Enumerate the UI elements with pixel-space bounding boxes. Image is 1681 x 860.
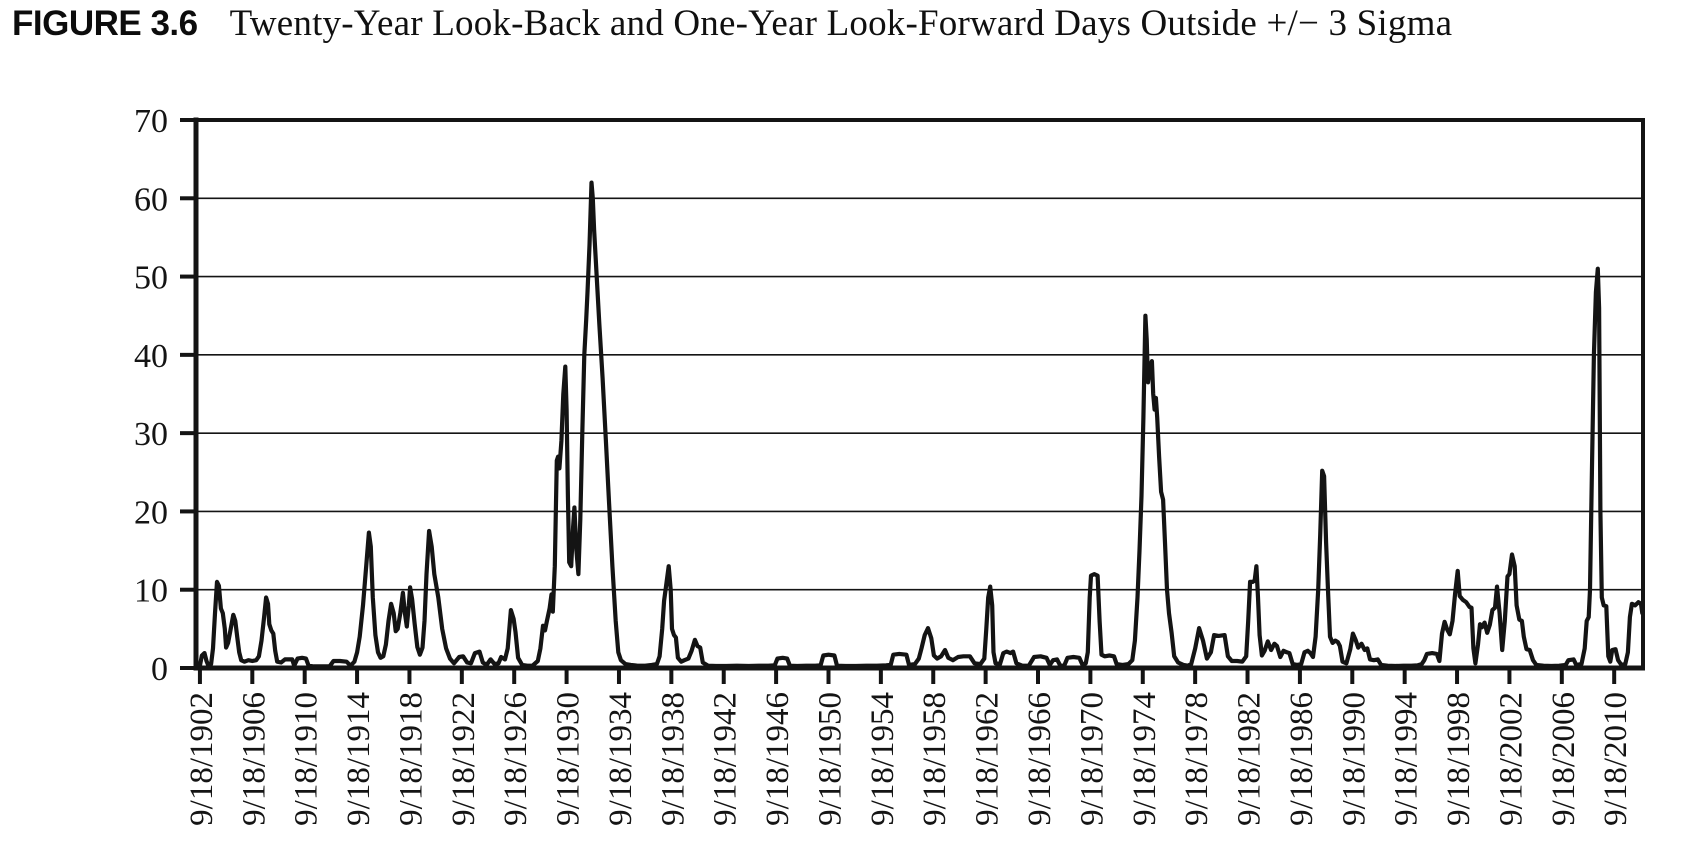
- x-tick-label: 9/18/1970: [1074, 692, 1110, 826]
- x-tick-label: 9/18/1954: [865, 692, 901, 826]
- y-tick-label: 40: [134, 338, 168, 375]
- x-tick-label: 9/18/1998: [1441, 692, 1477, 826]
- x-tick-label: 9/18/1918: [393, 692, 429, 826]
- x-tick-label: 9/18/1966: [1022, 692, 1058, 826]
- x-tick-label: 9/18/1910: [289, 692, 325, 826]
- x-tick-label: 9/18/1990: [1336, 692, 1372, 826]
- x-tick-label: 9/18/1902: [184, 692, 220, 826]
- x-tick-label: 9/18/1906: [236, 692, 272, 826]
- x-tick-label: 9/18/1914: [341, 692, 377, 826]
- x-tick-label: 9/18/1978: [1179, 692, 1215, 826]
- x-tick-label: 9/18/1950: [812, 692, 848, 826]
- y-tick-label: 10: [134, 573, 168, 610]
- x-tick-label: 9/18/2010: [1598, 692, 1634, 826]
- x-tick-label: 9/18/1982: [1232, 692, 1268, 826]
- x-tick-label: 9/18/1930: [551, 692, 587, 826]
- figure-title: Twenty-Year Look-Back and One-Year Look-…: [229, 3, 1453, 44]
- data-line: [197, 180, 1645, 669]
- y-tick-label: 70: [134, 103, 168, 140]
- figure-caption: FIGURE 3.6 Twenty-Year Look-Back and One…: [12, 2, 1452, 45]
- x-tick-label: 9/18/1974: [1127, 692, 1163, 826]
- x-tick-label: 9/18/1958: [917, 692, 953, 826]
- y-tick-label: 30: [134, 416, 168, 453]
- x-tick-label: 9/18/1922: [446, 692, 482, 826]
- x-tick-label: 9/18/2006: [1546, 692, 1582, 826]
- x-tick-label: 9/18/1962: [970, 692, 1006, 826]
- y-tick-label: 20: [134, 494, 168, 531]
- x-tick-label: 9/18/1942: [708, 692, 744, 826]
- y-tick-label: 60: [134, 181, 168, 218]
- x-tick-label: 9/18/1934: [603, 692, 639, 826]
- x-tick-label: 9/18/1946: [760, 692, 796, 826]
- x-tick-label: 9/18/1994: [1389, 692, 1425, 826]
- x-tick-label: 9/18/2002: [1493, 692, 1529, 826]
- y-tick-label: 50: [134, 260, 168, 297]
- figure-label: FIGURE 3.6: [12, 4, 198, 43]
- x-tick-label: 9/18/1926: [498, 692, 534, 826]
- x-tick-label: 9/18/1938: [655, 692, 691, 826]
- y-tick-label: 0: [151, 651, 168, 688]
- x-tick-label: 9/18/1986: [1284, 692, 1320, 826]
